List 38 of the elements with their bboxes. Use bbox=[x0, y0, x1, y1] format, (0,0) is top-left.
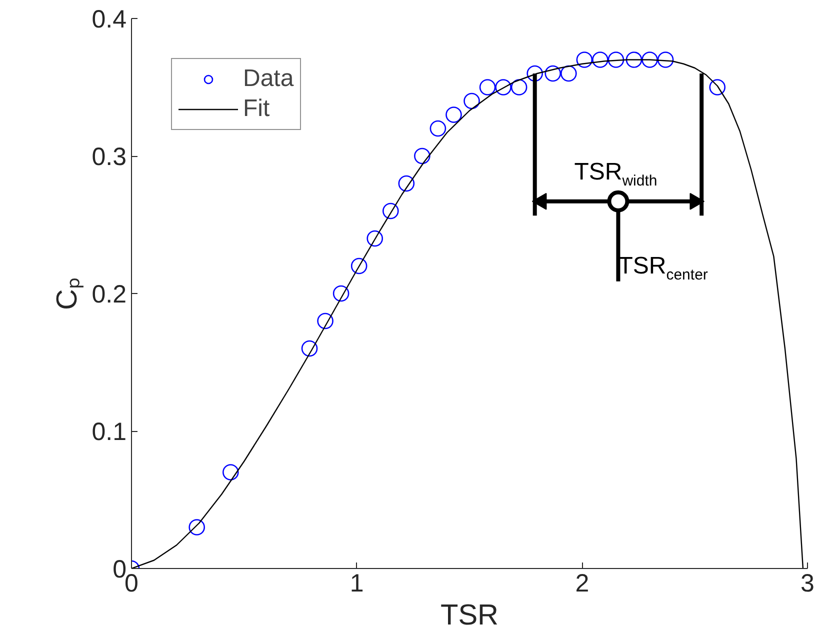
point bbox=[350, 258, 368, 274]
point bbox=[317, 312, 334, 330]
x-axis-title: TSR bbox=[440, 600, 498, 632]
y-tick-label: 0.1 bbox=[92, 418, 127, 446]
point bbox=[332, 285, 350, 302]
point bbox=[526, 65, 543, 82]
point bbox=[592, 52, 608, 68]
point bbox=[414, 148, 430, 164]
point bbox=[222, 464, 239, 480]
y-axis-title: Cₚ bbox=[52, 277, 84, 310]
point bbox=[382, 202, 399, 220]
y-tick-label: 0.4 bbox=[92, 6, 127, 34]
x-tick-label: 1 bbox=[350, 570, 364, 598]
point bbox=[544, 65, 562, 82]
point bbox=[366, 230, 384, 247]
point bbox=[560, 65, 577, 82]
point bbox=[510, 79, 528, 96]
y-tick-label: 0.3 bbox=[92, 143, 127, 171]
point bbox=[479, 79, 496, 96]
line-series bbox=[132, 59, 804, 568]
y-tick-label: 0.2 bbox=[92, 280, 127, 308]
point bbox=[608, 52, 624, 68]
point bbox=[709, 79, 726, 96]
point bbox=[642, 52, 658, 68]
point bbox=[430, 120, 446, 137]
x-tick-label: 3 bbox=[800, 570, 814, 598]
point bbox=[495, 79, 512, 96]
point bbox=[188, 519, 205, 536]
point bbox=[398, 175, 415, 192]
legend-label: Data bbox=[243, 65, 294, 93]
point bbox=[626, 52, 642, 68]
x-tick-label: 2 bbox=[575, 570, 590, 598]
point bbox=[657, 52, 674, 68]
point bbox=[576, 52, 593, 68]
point bbox=[301, 340, 318, 357]
point bbox=[464, 92, 480, 110]
point bbox=[446, 106, 462, 123]
legend-label: Fit bbox=[243, 95, 270, 123]
